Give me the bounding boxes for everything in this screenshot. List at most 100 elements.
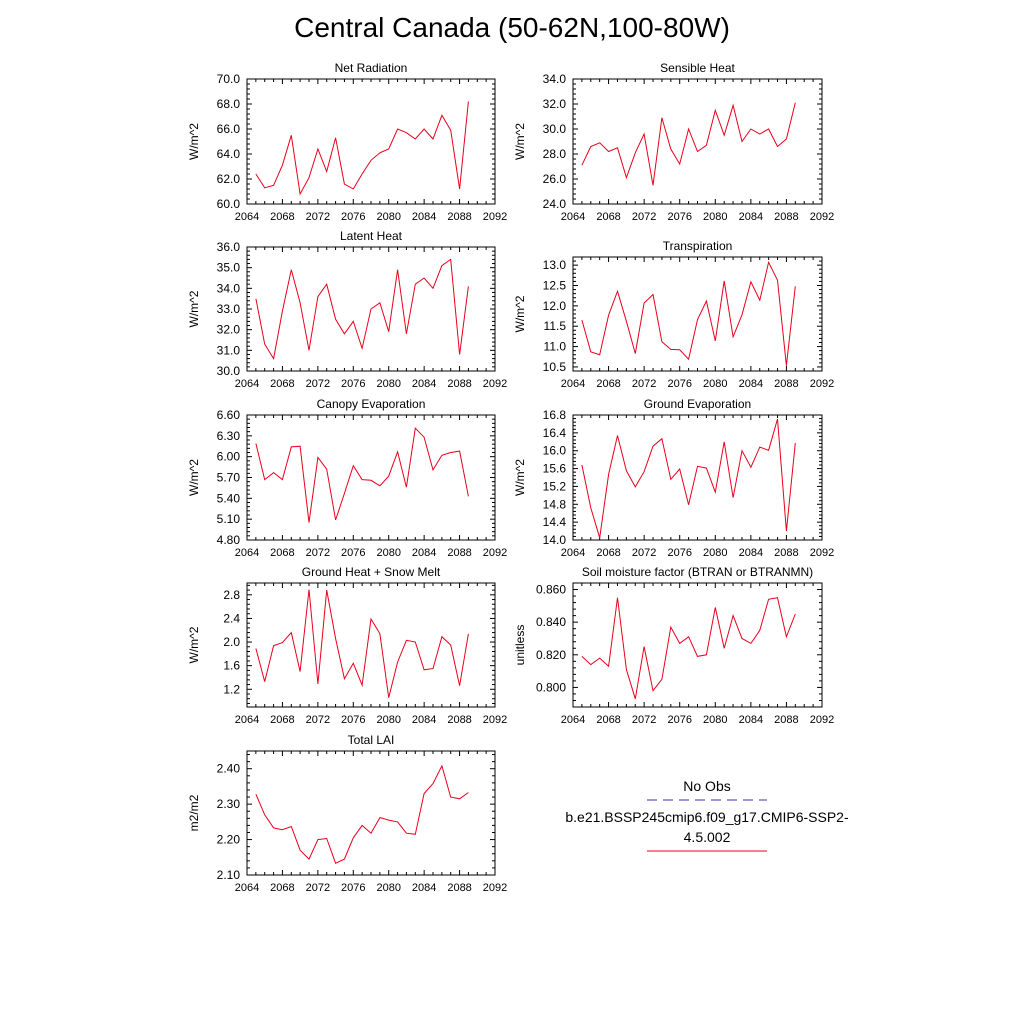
x-tick-label: 2092 (810, 547, 834, 559)
y-axis-label: unitless (513, 625, 527, 666)
y-tick-label: 0.860 (536, 583, 566, 597)
plot-frame (246, 750, 496, 876)
y-tick-label: 15.6 (543, 462, 567, 476)
x-tick-label: 2088 (447, 378, 471, 390)
x-tick-label: 2092 (483, 547, 507, 559)
panel-3: Latent Heat W/m^2 2064 2068 2072 2076 2080 2084… (187, 229, 507, 390)
legend-entry-model: b.e21.BSSP245cmip6.f09_g17.CMIP6-SSP2-4.… (547, 807, 867, 855)
x-tick-label: 2076 (341, 882, 365, 894)
panel-title: Soil moisture factor (BTRAN or BTRANMN) (582, 565, 813, 579)
x-tick-label: 2068 (270, 547, 294, 559)
page-title: Central Canada (50-62N,100-80W) (294, 12, 730, 43)
y-axis-label: W/m^2 (187, 290, 201, 327)
y-tick-label: 0.840 (536, 615, 566, 629)
x-tick-label: 2084 (412, 882, 436, 894)
y-axis-label: W/m^2 (187, 123, 201, 160)
y-tick-label: 2.30 (217, 797, 241, 811)
legend-label-model: b.e21.BSSP245cmip6.f09_g17.CMIP6-SSP2-4.… (565, 809, 849, 845)
panel-title: Ground Evaporation (644, 397, 751, 411)
y-tick-label: 13.0 (543, 258, 567, 272)
y-tick-label: 24.0 (543, 197, 567, 211)
y-tick-label: 70.0 (217, 72, 241, 86)
legend-line-obs (647, 799, 767, 801)
series-line (255, 764, 469, 864)
y-tick-label: 33.0 (217, 302, 241, 316)
legend-label-obs: No Obs (683, 778, 731, 794)
x-tick-label: 2088 (447, 714, 471, 726)
x-tick-label: 2084 (739, 547, 763, 559)
y-tick-label: 12.0 (543, 299, 567, 313)
x-tick-label: 2088 (447, 547, 471, 559)
legend-entry-obs: No Obs (547, 776, 867, 804)
x-tick-label: 2064 (561, 211, 585, 223)
x-tick-label: 2088 (774, 378, 798, 390)
plot-frame (572, 78, 823, 205)
y-tick-label: 31.0 (217, 343, 241, 357)
panel-6: Ground Evaporation W/m^2 2064 2068 2072 2076 2… (513, 397, 834, 559)
panel-2: Sensible Heat W/m^2 2064 2068 2072 2076 2080 20… (513, 61, 834, 223)
y-tick-label: 14.0 (543, 533, 567, 547)
plot-frame (246, 414, 496, 541)
x-tick-label: 2080 (703, 714, 727, 726)
x-tick-label: 2064 (235, 882, 259, 894)
series-line (255, 258, 469, 360)
x-tick-label: 2084 (739, 714, 763, 726)
x-tick-label: 2076 (341, 547, 365, 559)
y-tick-label: 2.4 (223, 611, 240, 625)
panel-8: Soil moisture factor (BTRAN or BTRANMN) u… (513, 565, 834, 726)
series-line (255, 101, 469, 196)
y-tick-label: 0.800 (536, 680, 566, 694)
x-tick-label: 2080 (376, 378, 400, 390)
y-axis-label: m2/m2 (187, 794, 201, 831)
legend: No Obs b.e21.BSSP245cmip6.f09_g17.CMIP6-… (547, 776, 867, 855)
x-tick-label: 2072 (632, 211, 656, 223)
x-tick-label: 2080 (376, 882, 400, 894)
y-tick-label: 2.20 (217, 833, 241, 847)
x-tick-label: 2088 (774, 714, 798, 726)
x-tick-label: 2084 (412, 211, 436, 223)
x-tick-label: 2084 (739, 211, 763, 223)
y-tick-label: 11.5 (544, 319, 567, 333)
panel-7: Ground Heat + Snow Melt W/m^2 2064 2068 2072… (187, 565, 507, 726)
x-tick-label: 2068 (596, 547, 620, 559)
panel-title: Net Radiation (335, 61, 408, 75)
panel-4: Transpiration W/m^2 2064 2068 2072 2076 2080 20… (513, 239, 834, 390)
x-tick-label: 2072 (306, 714, 330, 726)
x-tick-label: 2068 (596, 211, 620, 223)
x-tick-label: 2092 (483, 378, 507, 390)
y-tick-label: 5.10 (217, 512, 241, 526)
y-tick-label: 11.0 (544, 340, 567, 354)
y-tick-label: 36.0 (217, 240, 241, 254)
plot-frame (246, 78, 496, 205)
x-tick-label: 2076 (341, 378, 365, 390)
y-tick-label: 34.0 (217, 281, 241, 295)
x-tick-label: 2064 (235, 211, 259, 223)
x-tick-label: 2092 (810, 211, 834, 223)
y-tick-label: 2.8 (223, 588, 240, 602)
y-tick-label: 30.0 (217, 364, 241, 378)
x-tick-label: 2084 (739, 378, 763, 390)
y-tick-label: 35.0 (217, 261, 241, 275)
y-tick-label: 62.0 (217, 172, 241, 186)
x-tick-label: 2092 (483, 714, 507, 726)
y-tick-label: 5.40 (217, 491, 241, 505)
y-axis-label: W/m^2 (187, 626, 201, 663)
y-tick-label: 60.0 (217, 197, 241, 211)
y-tick-label: 4.80 (217, 533, 241, 547)
x-tick-label: 2068 (596, 378, 620, 390)
x-tick-label: 2072 (306, 378, 330, 390)
x-tick-label: 2088 (774, 211, 798, 223)
x-tick-label: 2080 (703, 547, 727, 559)
x-tick-label: 2080 (703, 211, 727, 223)
panel-title: Latent Heat (340, 229, 403, 243)
legend-line-model (647, 850, 767, 852)
x-tick-label: 2068 (270, 714, 294, 726)
x-tick-label: 2088 (447, 882, 471, 894)
x-tick-label: 2064 (561, 547, 585, 559)
x-tick-label: 2072 (632, 547, 656, 559)
y-tick-label: 14.8 (543, 497, 567, 511)
x-tick-label: 2072 (306, 211, 330, 223)
y-tick-label: 66.0 (217, 122, 241, 136)
y-tick-label: 2.0 (223, 635, 240, 649)
panel-title: Transpiration (663, 239, 733, 253)
